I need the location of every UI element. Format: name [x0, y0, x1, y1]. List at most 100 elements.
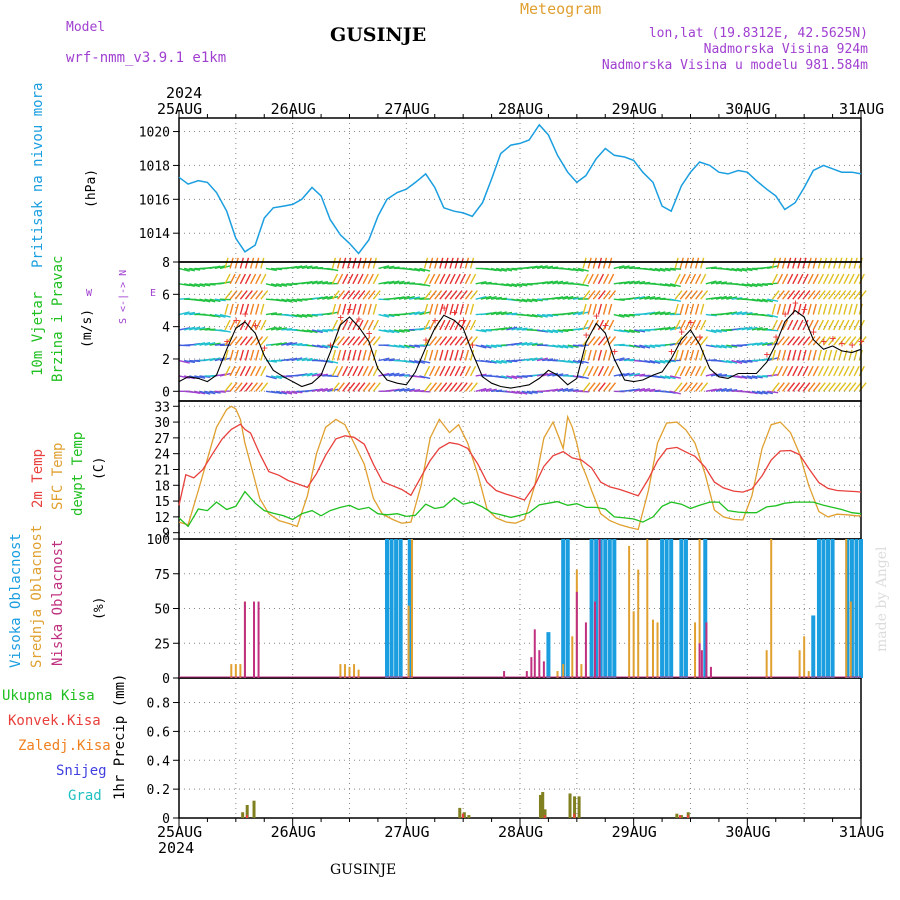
- wind-arrow: [812, 382, 821, 392]
- wind-arrow: [787, 290, 796, 300]
- wind-arrow: [618, 265, 630, 270]
- cloud-bar-mid: [357, 669, 360, 678]
- wind-arrow: [316, 387, 328, 392]
- wind-arrow: [634, 280, 646, 285]
- wind-arrow: [439, 336, 448, 346]
- wind-arrow: [602, 273, 610, 285]
- wind-arrow: [470, 382, 478, 392]
- wind-arrow: [234, 349, 239, 361]
- wind-arrow: [552, 296, 564, 300]
- wind-arrow: [464, 303, 470, 315]
- wind-arrow: [178, 267, 190, 272]
- panel-frame: [178, 117, 862, 263]
- wind-arrow: [547, 280, 559, 285]
- wind-arrow: [761, 390, 774, 395]
- gust-marker: +: [697, 330, 704, 343]
- wind-arrow: [843, 303, 848, 315]
- y-tick-label: 0.2: [147, 783, 170, 798]
- wind-arrow: [838, 365, 845, 377]
- wind-arrow: [679, 273, 686, 285]
- gust-marker: +: [593, 309, 600, 322]
- wind-arrow: [684, 257, 690, 269]
- wind-arrow: [582, 349, 587, 361]
- wind-arrow: [367, 273, 374, 285]
- wind-arrow: [792, 273, 799, 285]
- y-tick-label: 25: [154, 637, 170, 652]
- wind-arrow: [464, 290, 473, 300]
- wind-arrow: [439, 349, 444, 361]
- wind-arrow: [700, 273, 707, 285]
- wind-arrow: [470, 336, 478, 346]
- wind-arrow: [393, 329, 405, 333]
- wind-arrow: [367, 290, 376, 300]
- cloud-bar-mid: [698, 539, 701, 678]
- wind-arrow: [536, 329, 548, 333]
- wind-arrow: [388, 372, 400, 377]
- cloud-bar-mid: [845, 539, 848, 678]
- wind-arrow: [194, 298, 206, 303]
- wind-arrow: [454, 257, 459, 269]
- wind-arrow: [608, 336, 617, 346]
- day-label-top: 27AUG: [384, 100, 430, 118]
- wind-arrow: [787, 257, 792, 269]
- wind-arrow: [628, 388, 641, 392]
- y-tick-label: 30: [154, 416, 170, 431]
- wind-arrow: [331, 257, 337, 269]
- wind-arrow: [209, 390, 221, 394]
- wind-arrow: [357, 303, 362, 315]
- wind-arrow: [459, 349, 464, 361]
- wind-arrow: [265, 283, 277, 288]
- wind-arrow: [224, 365, 231, 377]
- wind-arrow: [214, 298, 226, 302]
- wind-arrow: [659, 326, 671, 331]
- wind-arrow: [526, 313, 538, 318]
- wind-arrow: [229, 382, 238, 392]
- y-tick-label: 8: [162, 256, 170, 271]
- wind-arrow: [347, 273, 354, 285]
- wind-arrow: [787, 349, 792, 361]
- day-label-bottom: 29AUG: [611, 823, 657, 841]
- wind-arrow: [787, 382, 796, 392]
- cloud-bar-mid: [339, 664, 342, 678]
- precip-bar-total: [568, 793, 572, 818]
- wind-arrow: [516, 390, 528, 395]
- model-name: wrf-nmm_v3.9.1 e1km: [66, 50, 227, 66]
- wind-arrow: [224, 273, 231, 285]
- wind-arrow: [751, 375, 763, 379]
- wind-arrow: [249, 257, 255, 269]
- wind-arrow: [679, 349, 684, 361]
- wind-arrow: [817, 319, 824, 331]
- wind-arrow: [669, 283, 681, 288]
- wind-arrow: [469, 365, 477, 377]
- wind-arrow: [255, 303, 260, 315]
- cloud-bar-mid: [803, 636, 806, 678]
- cloud-bar-high: [385, 539, 390, 678]
- wind-arrow: [848, 257, 853, 269]
- cloud-bar-low: [257, 601, 260, 678]
- wind-arrow: [792, 382, 801, 392]
- wind-arrow: [357, 382, 366, 392]
- wind-arrow: [756, 298, 768, 303]
- wind-arrow: [552, 280, 564, 285]
- wind-arrow: [301, 372, 313, 377]
- wind-arrow: [496, 327, 508, 331]
- cloud-bar-high: [546, 632, 551, 678]
- wind-arrow: [260, 382, 269, 392]
- wind-arrow: [459, 303, 464, 315]
- wind-arrow: [336, 257, 342, 269]
- wind-arrow: [317, 373, 329, 377]
- wind-arrow: [597, 336, 606, 346]
- wind-arrow: [383, 265, 395, 270]
- wind-arrow: [454, 382, 463, 392]
- y-tick-label: 33: [154, 400, 170, 415]
- wind-arrow: [229, 365, 236, 377]
- wind-arrow: [454, 319, 461, 331]
- precip-bar-conv: [678, 815, 681, 818]
- wind-arrow: [214, 313, 226, 318]
- wind-arrow: [751, 341, 763, 346]
- cloud-bar-high: [845, 539, 850, 678]
- wind-arrow: [495, 267, 507, 272]
- wind-arrow: [694, 349, 700, 361]
- wind-arrow: [664, 283, 676, 288]
- wind-arrow: [485, 296, 497, 300]
